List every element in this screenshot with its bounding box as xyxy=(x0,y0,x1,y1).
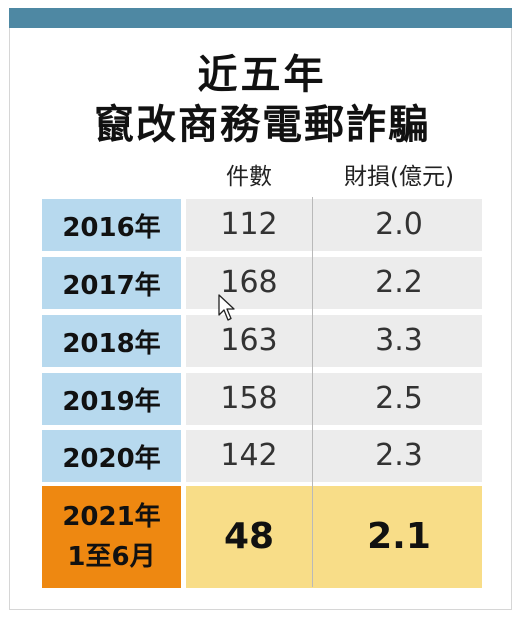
highlight-cases-value: 48 xyxy=(223,516,275,557)
column-divider xyxy=(312,197,313,587)
cases-value: 112 xyxy=(220,207,278,242)
column-header-loss: 財損(億元) xyxy=(344,164,454,190)
title-line-1: 近五年 xyxy=(197,52,327,98)
row-label: 2020年 xyxy=(42,430,181,482)
cases-value: 142 xyxy=(220,438,278,473)
cases-value: 168 xyxy=(220,265,278,300)
loss-value: 2.0 xyxy=(375,207,423,242)
highlight-row xyxy=(186,486,482,588)
row-label: 2019年 xyxy=(42,373,181,425)
loss-value: 3.3 xyxy=(375,323,423,358)
title-line-2: 竄改商務電郵詐騙 xyxy=(94,102,430,148)
column-header-cases: 件數 xyxy=(226,164,272,190)
table-row xyxy=(186,199,482,251)
row-label: 2018年 xyxy=(42,315,181,367)
mouse-pointer-icon xyxy=(218,294,235,321)
cases-value: 163 xyxy=(220,323,278,358)
table-row xyxy=(186,430,482,482)
row-label: 2017年 xyxy=(42,257,181,309)
cases-value: 158 xyxy=(220,381,278,416)
row-label: 2016年 xyxy=(42,199,181,251)
loss-value: 2.5 xyxy=(375,381,423,416)
table-row xyxy=(186,373,482,425)
highlight-row-label: 2021年 1至6月 xyxy=(42,486,181,588)
table-row xyxy=(186,257,482,309)
highlight-label-line-1: 2021年 xyxy=(62,502,161,532)
highlight-label-line-2: 1至6月 xyxy=(67,542,156,572)
loss-value: 2.3 xyxy=(375,438,423,473)
loss-value: 2.2 xyxy=(375,265,423,300)
table-row xyxy=(186,315,482,367)
top-accent-bar xyxy=(9,8,512,28)
highlight-loss-value: 2.1 xyxy=(367,516,431,557)
